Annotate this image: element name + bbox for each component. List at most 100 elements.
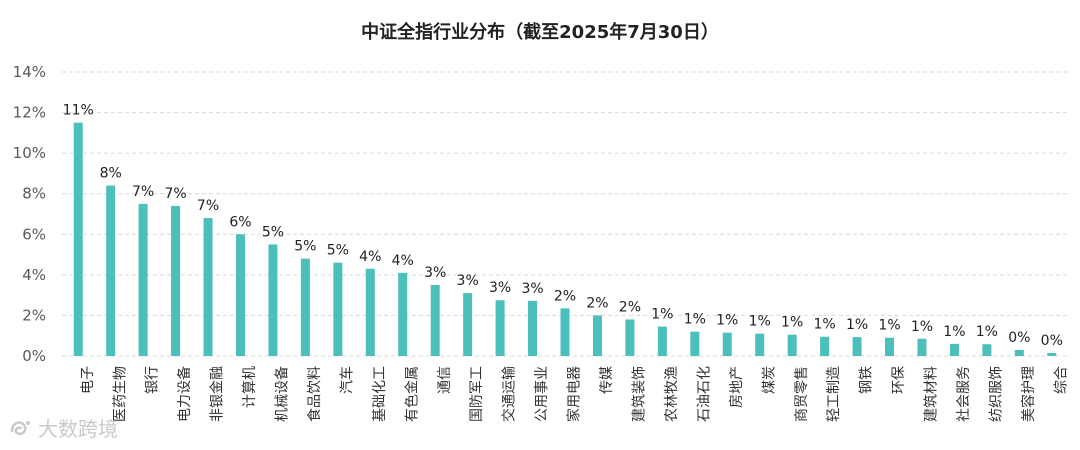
bar: [495, 300, 505, 356]
data-label: 1%: [878, 318, 900, 334]
x-tick-label: 农林牧渔: [664, 366, 680, 422]
data-label: 8%: [100, 166, 122, 182]
y-tick-label: 4%: [22, 266, 46, 284]
data-label: 1%: [651, 307, 673, 323]
x-tick-label: 建筑材料: [924, 366, 940, 422]
x-tick-label: 计算机: [242, 366, 258, 408]
bar: [1047, 352, 1057, 356]
y-tick-label: 12%: [13, 104, 46, 122]
bar: [528, 300, 538, 356]
data-label: 3%: [457, 273, 479, 289]
bar: [592, 315, 602, 356]
x-tick-label: 轻工制造: [826, 366, 842, 422]
data-label: 2%: [619, 299, 641, 315]
bar: [333, 262, 343, 356]
x-tick-label: 房地产: [729, 366, 745, 408]
bar: [982, 344, 992, 356]
data-label: 1%: [911, 319, 933, 335]
bar: [722, 332, 732, 356]
watermark: 大数跨境: [8, 413, 118, 442]
data-label: 1%: [684, 312, 706, 328]
bar: [171, 205, 181, 356]
data-label: 0%: [1008, 330, 1030, 346]
bar: [885, 337, 895, 356]
bar: [73, 122, 83, 356]
bar: [430, 285, 440, 356]
bar: [268, 244, 278, 356]
x-tick-label: 基础化工: [371, 366, 388, 422]
bar: [820, 336, 830, 356]
data-label: 7%: [164, 186, 186, 202]
data-label: 1%: [716, 313, 738, 329]
data-label: 3%: [521, 281, 543, 297]
data-label: 5%: [294, 239, 316, 255]
bar: [917, 338, 927, 356]
bar: [755, 333, 765, 356]
bar: [365, 268, 375, 356]
data-label: 4%: [359, 249, 381, 265]
x-tick-label: 通信: [437, 366, 453, 394]
x-tick-label: 非银金融: [210, 366, 226, 422]
y-axis: 0% 2% 4% 6% 8% 10% 12% 14%: [13, 63, 46, 365]
data-label: 7%: [132, 184, 154, 200]
x-tick-label: 社会服务: [956, 366, 972, 422]
bar: [625, 319, 635, 356]
x-tick-label: 钢铁: [859, 366, 875, 394]
data-label: 2%: [586, 295, 608, 311]
bar: [203, 218, 213, 356]
x-tick-label: 机械设备: [274, 366, 291, 422]
bar: [463, 293, 473, 356]
watermark-text: 大数跨境: [38, 417, 118, 441]
x-tick-label: 传媒: [599, 366, 615, 394]
y-tick-label: 0%: [22, 347, 46, 365]
x-tick-label: 石油石化: [696, 366, 712, 422]
data-label: 4%: [392, 253, 414, 269]
x-tick-label: 环保: [891, 366, 907, 394]
bars: [73, 122, 1057, 356]
x-tick-label: 建筑装饰: [631, 366, 647, 422]
data-label: 1%: [749, 314, 771, 330]
x-tick-label: 银行: [145, 366, 161, 394]
data-label: 1%: [781, 315, 803, 331]
bar: [657, 326, 667, 356]
x-tick-label: 纺织服饰: [988, 366, 1004, 422]
bar: [949, 343, 959, 356]
bar: [138, 203, 148, 356]
x-tick-label: 煤炭: [761, 366, 777, 394]
data-label: 11%: [63, 103, 94, 119]
x-tick-label: 食品饮料: [306, 366, 323, 422]
bar: [1014, 349, 1024, 356]
data-label: 1%: [814, 317, 836, 333]
data-label: 1%: [846, 317, 868, 333]
x-tick-label: 医药生物: [112, 366, 128, 422]
x-tick-label: 美容护理: [1020, 366, 1037, 422]
x-tick-label: 综合: [1053, 366, 1069, 394]
data-label: 1%: [943, 324, 965, 340]
bar: [300, 258, 310, 356]
bar: [690, 331, 700, 356]
data-label: 7%: [197, 198, 219, 214]
x-tick-label: 电子: [80, 366, 96, 394]
data-label: 5%: [262, 224, 284, 240]
chart-title: 中证全指行业分布（截至2025年7月30日）: [361, 21, 719, 43]
x-tick-label: 交通运输: [501, 366, 518, 422]
y-tick-label: 10%: [13, 144, 46, 162]
brand-logo-icon: [10, 420, 30, 435]
bar: [787, 334, 797, 356]
data-label: 0%: [1041, 333, 1063, 349]
bar: [398, 272, 408, 356]
y-tick-label: 14%: [13, 63, 46, 81]
y-tick-label: 8%: [22, 185, 46, 203]
y-tick-label: 2%: [22, 306, 46, 324]
x-tick-label: 公用事业: [534, 366, 550, 422]
bar: [560, 308, 570, 356]
data-label: 3%: [489, 280, 511, 296]
x-tick-label: 汽车: [338, 366, 355, 394]
x-tick-label: 商贸零售: [794, 366, 810, 422]
data-label: 3%: [424, 265, 446, 281]
bar: [235, 234, 245, 356]
data-label: 6%: [229, 214, 251, 230]
data-labels: 11% 8% 7% 7% 7% 6% 5% 5% 5% 4% 4% 3% 3% 3% 3% 2% 2% 2% 1% 1…: [63, 103, 1063, 349]
bar: [852, 337, 862, 356]
x-tick-label: 电力设备: [176, 366, 193, 422]
